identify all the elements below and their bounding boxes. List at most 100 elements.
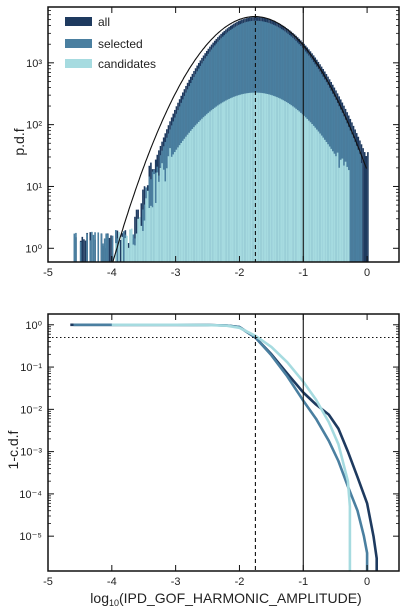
histogram-bar-candidates [347,170,350,262]
histogram-bar-candidates [202,117,205,262]
histogram-bar-candidates [263,93,265,262]
histogram-bar-all [110,235,112,262]
histogram-bar-candidates [229,98,232,262]
histogram-bar-candidates [249,92,251,262]
histogram-bar-selected [351,134,353,262]
histogram-bar-candidates [324,139,326,262]
pdf-frame [47,6,400,263]
histogram-bar-candidates [264,93,267,262]
histogram-bar-candidates [242,93,245,262]
histogram-bar-candidates [333,153,336,262]
histogram-bar-candidates [245,93,248,262]
histogram-bar-candidates [135,233,138,262]
histogram-bar-candidates [257,92,259,262]
histogram-bar-candidates [185,136,187,262]
pdf-y-axis-label: p.d.f [11,128,27,155]
ccdf-y-tick-label: 10⁰ [25,320,42,332]
histogram-bar-candidates [285,102,288,262]
histogram-bar-candidates [194,125,197,262]
legend: all selected candidates [65,15,156,71]
histogram-bar-candidates [210,110,213,262]
ccdf-x-tick-label: -5 [43,576,53,588]
histogram-bar-candidates [151,207,154,262]
histogram-bar-candidates [277,97,280,262]
histogram-bar-candidates [228,98,230,262]
histogram-bar-candidates [314,127,317,262]
histogram-bar-selected [359,153,361,262]
histogram-bar-candidates [287,103,289,262]
histogram-bar-candidates [304,117,307,262]
histogram-bar-candidates [319,133,321,262]
pdf-x-tick-label: 0 [364,267,370,279]
pdf-x-tick-label: -2 [235,267,245,279]
histogram-bar-candidates [250,92,253,262]
histogram-bar-candidates [142,230,144,262]
histogram-bar-candidates [118,232,120,262]
histogram-bar-candidates [204,115,206,262]
histogram-bar-candidates [295,108,297,262]
histogram-bar-candidates [231,97,234,262]
histogram-bar-candidates [191,128,194,262]
histogram-bar-candidates [269,94,272,262]
histogram-bar-candidates [293,107,296,262]
histogram-bar-candidates [309,122,312,262]
histogram-bar-selected [352,138,355,262]
histogram-bar-candidates [336,152,339,262]
histogram-bar-candidates [124,238,127,262]
histogram-bar-candidates [272,95,275,262]
histogram-bar-candidates [189,130,192,262]
ccdf-x-tick-label: -2 [235,576,245,588]
histogram-bar-all [363,152,366,262]
histogram-bar-candidates [182,140,184,262]
ccdf-y-tick-label: 10⁻⁵ [19,531,42,543]
histogram-bar-candidates [212,108,214,262]
histogram-bar-candidates [146,190,149,262]
histogram-bar-candidates [205,114,208,262]
ccdf-y-tick-label: 10⁻¹ [20,362,42,374]
histogram-bar-candidates [341,158,344,262]
histogram-bar-candidates [234,96,237,262]
histogram-bar-selected [73,233,76,262]
histogram-bar-candidates [196,123,198,262]
ccdf-x-tick-label: 0 [364,576,370,588]
histogram-bar-candidates [209,111,211,262]
histogram-bar-candidates [288,104,291,262]
histogram-bar-candidates [327,144,329,262]
ccdf-plot-area: -5 -4 -3 -2 -1 0 10⁰ 10⁻¹ 10⁻² 10⁻³ 10⁻⁴ 10⁻⁵ [19,313,400,588]
histogram-bar-candidates [148,207,151,262]
histogram-bar-candidates [253,92,256,262]
ccdf-panel: -5 -4 -3 -2 -1 0 10⁰ 10⁻¹ 10⁻² 10⁻³ 10⁻⁴ 10⁻⁵ 1-c.d… [5,313,400,608]
legend-label-all: all [98,15,110,29]
histogram-bar-selected [111,235,114,262]
histogram-bar-selected [116,238,119,262]
pdf-x-tick-label: -4 [107,267,117,279]
histogram-bar-candidates [241,94,243,262]
histogram-bar-candidates [215,106,218,262]
pdf-y-tick-label: 10² [26,120,42,132]
histogram-bar-candidates [132,244,135,262]
pdf-y-tick-label: 10⁰ [25,243,42,255]
histogram-bar-selected [105,233,108,262]
histogram-bar-candidates [344,161,347,262]
histogram-bar-candidates [346,166,348,262]
histogram-bar-candidates [134,245,136,262]
histogram-bar-candidates [207,112,210,262]
histogram-bar-candidates [284,101,286,262]
histogram-bar-selected [355,145,358,262]
ccdf-x-axis-label: log10(IPD_GOF_HARMONIC_AMPLITUDE) [90,590,361,608]
histogram-bar-candidates [201,118,203,262]
histogram-bar-all [119,239,122,262]
histogram-bar-candidates [237,95,240,262]
histogram-bar-candidates [343,165,345,262]
histogram-bar-candidates [225,100,227,262]
histogram-bar-candidates [276,97,278,262]
histogram-bar-candidates [164,181,167,262]
histogram-bar-candidates [317,131,320,262]
ccdf-y-tick-label: 10⁻⁴ [19,489,42,501]
histogram-bar-all [365,156,368,262]
histogram-bar-candidates [162,169,165,262]
histogram-bar-candidates [239,94,242,262]
pdf-x-tick-label: -5 [43,267,53,279]
histogram-bar-all [84,240,87,262]
histogram-bar-candidates [167,156,170,262]
